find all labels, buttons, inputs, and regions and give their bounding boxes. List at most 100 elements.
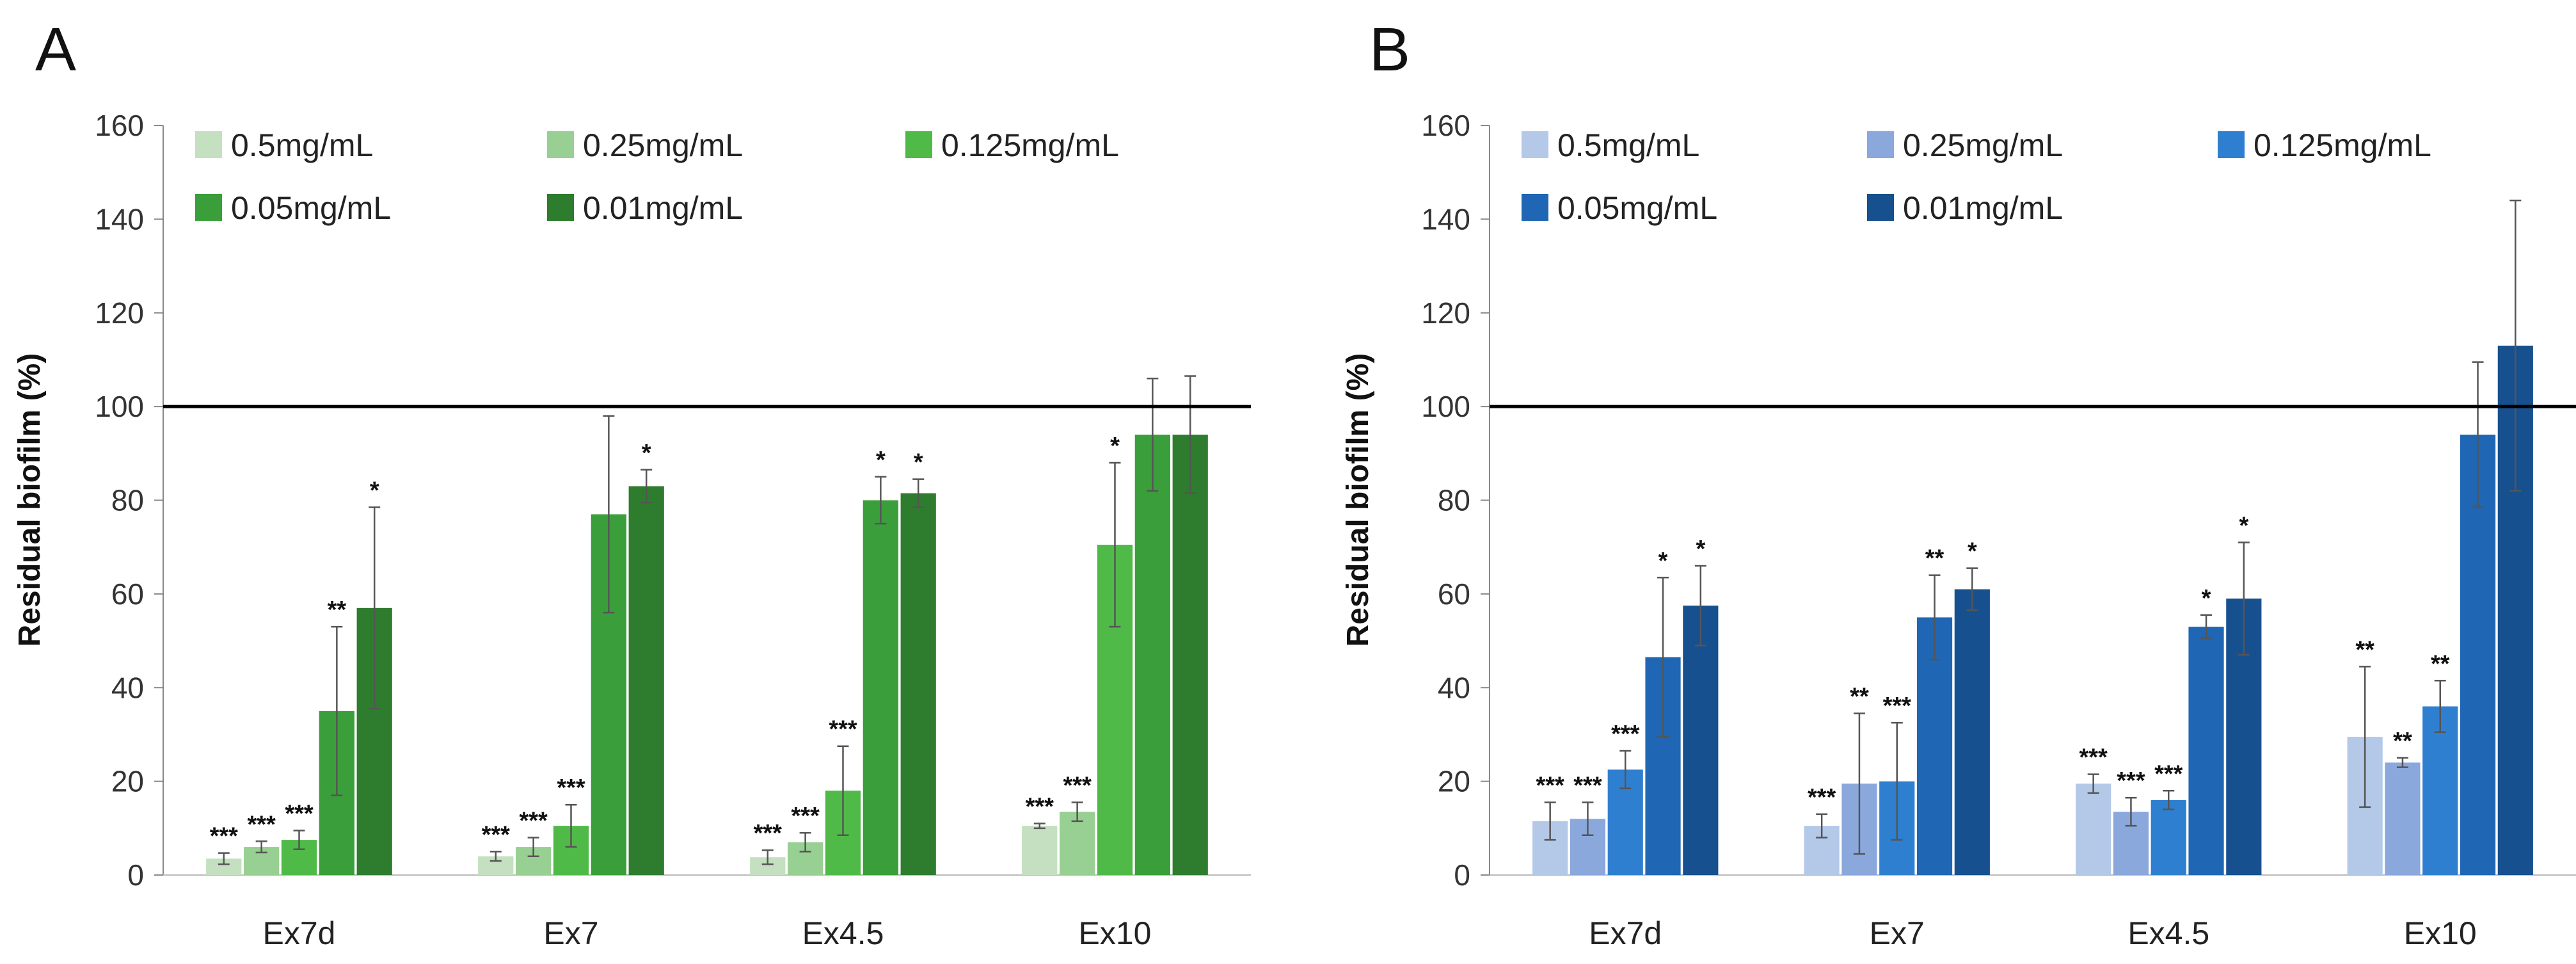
- legend-label-0-01mg-ml: 0.01mg/mL: [1903, 190, 2063, 226]
- bar-ex7-0-01mg-ml: [628, 486, 664, 875]
- y-tick-label: 120: [95, 296, 144, 330]
- bar-ex10-0-05mg-ml: [1134, 435, 1170, 875]
- y-tick-label: 100: [1421, 390, 1470, 423]
- legend-label-0-01mg-ml: 0.01mg/mL: [583, 190, 743, 226]
- bar-ex10-0-25mg-ml: [2385, 762, 2421, 875]
- legend-label-0-125mg-ml: 0.125mg/mL: [941, 127, 1119, 163]
- y-tick-label: 140: [95, 202, 144, 236]
- legend-swatch-0-01mg-ml: [1867, 194, 1894, 221]
- significance-marker: ***: [519, 807, 548, 834]
- y-tick-label: 40: [1438, 671, 1470, 704]
- legend: 0.5mg/mL 0.25mg/mL 0.125mg/mL 0.05mg/mL 0.01…: [195, 127, 1119, 226]
- panel-label: A: [35, 15, 76, 84]
- y-tick-label: 40: [111, 671, 144, 704]
- significance-marker: ***: [791, 803, 820, 830]
- significance-marker: ***: [557, 775, 585, 801]
- significance-marker: **: [1925, 545, 1944, 572]
- category-label-ex7: Ex7: [543, 915, 598, 951]
- category-label-ex4-5: Ex4.5: [802, 915, 884, 951]
- bar-ex10-0-5mg-ml: [1022, 826, 1058, 875]
- y-tick-label: 60: [1438, 577, 1470, 611]
- significance-marker: ***: [1536, 773, 1564, 799]
- significance-marker: ***: [829, 716, 857, 743]
- y-tick-label: 20: [111, 765, 144, 798]
- y-tick-label: 160: [95, 109, 144, 142]
- significance-marker: ***: [1611, 721, 1640, 748]
- significance-marker: **: [2431, 650, 2450, 677]
- significance-marker: ***: [2079, 744, 2108, 771]
- category-label-ex7d: Ex7d: [263, 915, 336, 951]
- y-tick-label: 60: [111, 577, 144, 611]
- y-tick-label: 20: [1438, 765, 1470, 798]
- significance-marker: ***: [247, 811, 276, 838]
- y-tick-label: 80: [1438, 484, 1470, 517]
- bar-ex4-5-0-05mg-ml: [863, 500, 898, 875]
- legend-swatch-0-01mg-ml: [547, 194, 574, 221]
- y-tick-label: 0: [1454, 858, 1470, 892]
- significance-marker: ***: [2117, 767, 2145, 794]
- significance-marker: *: [914, 449, 923, 476]
- significance-marker: ***: [1808, 784, 1836, 811]
- significance-marker: ***: [285, 800, 314, 827]
- bar-ex7-0-01mg-ml: [1954, 589, 1990, 875]
- significance-marker: *: [642, 440, 651, 467]
- significance-marker: **: [328, 597, 347, 623]
- bar-ex7d-0-01mg-ml: [1683, 606, 1719, 875]
- bar-ex4-5-0-5mg-ml: [2076, 783, 2111, 875]
- legend: 0.5mg/mL 0.25mg/mL 0.125mg/mL 0.05mg/mL 0.01…: [1522, 127, 2431, 226]
- significance-marker: *: [1110, 433, 1120, 460]
- legend-label-0-25mg-ml: 0.25mg/mL: [1903, 127, 2063, 163]
- legend-label-0-5mg-ml: 0.5mg/mL: [1557, 127, 1699, 163]
- y-axis-label: Residual biofilm (%): [1341, 353, 1375, 647]
- significance-marker: ***: [210, 823, 239, 850]
- bar-ex10-0-125mg-ml: [2422, 706, 2458, 875]
- panel-a: A Residual biofilm (%) 0 20 40 60 80 100 120 140 1…: [13, 15, 1251, 951]
- bar-ex10-0-25mg-ml: [1060, 812, 1095, 875]
- bar-ex4-5-0-01mg-ml: [900, 493, 936, 875]
- legend-label-0-05mg-ml: 0.05mg/mL: [231, 190, 391, 226]
- category-label-ex10: Ex10: [1079, 915, 1152, 951]
- significance-marker: *: [876, 447, 886, 474]
- category-label-ex7d: Ex7d: [1589, 915, 1662, 951]
- significance-marker: *: [1968, 538, 1977, 565]
- significance-marker: *: [1696, 536, 1705, 563]
- legend-label-0-5mg-ml: 0.5mg/mL: [231, 127, 373, 163]
- panel-b: B Residual biofilm (%) 0 20 40 60 80 100 120 140 1…: [1341, 15, 2576, 951]
- y-axis-label: Residual biofilm (%): [13, 353, 47, 647]
- y-tick-label: 100: [95, 390, 144, 423]
- y-tick-label: 140: [1421, 202, 1470, 236]
- significance-marker: ***: [1573, 773, 1602, 799]
- significance-marker: *: [2202, 585, 2211, 612]
- y-tick-label: 160: [1421, 109, 1470, 142]
- bar-ex4-5-0-05mg-ml: [2188, 627, 2224, 875]
- significance-marker: ***: [1883, 693, 1912, 719]
- bar-ex4-5-0-125mg-ml: [2151, 799, 2186, 875]
- bar-ex10-0-01mg-ml: [1172, 435, 1208, 875]
- legend-swatch-0-5mg-ml: [195, 131, 222, 158]
- significance-marker: **: [2355, 636, 2374, 663]
- legend-swatch-0-125mg-ml: [2218, 131, 2245, 158]
- category-label-ex10: Ex10: [2404, 915, 2477, 951]
- legend-label-0-25mg-ml: 0.25mg/mL: [583, 127, 743, 163]
- significance-marker: **: [1850, 684, 1869, 711]
- legend-swatch-0-5mg-ml: [1522, 131, 1548, 158]
- significance-marker: ***: [1026, 793, 1054, 820]
- y-tick-label: 120: [1421, 296, 1470, 330]
- legend-swatch-0-125mg-ml: [905, 131, 932, 158]
- legend-swatch-0-05mg-ml: [195, 194, 222, 221]
- legend-swatch-0-05mg-ml: [1522, 194, 1548, 221]
- significance-marker: ***: [754, 820, 783, 847]
- significance-marker: ***: [482, 821, 511, 848]
- significance-marker: ***: [2154, 760, 2183, 787]
- y-tick-label: 80: [111, 484, 144, 517]
- legend-swatch-0-25mg-ml: [547, 131, 574, 158]
- significance-marker: *: [1658, 547, 1668, 574]
- significance-marker: *: [370, 477, 379, 504]
- significance-marker: **: [2393, 728, 2412, 755]
- y-tick-label: 0: [127, 858, 144, 892]
- category-label-ex7: Ex7: [1870, 915, 1925, 951]
- legend-label-0-05mg-ml: 0.05mg/mL: [1557, 190, 1717, 226]
- significance-marker: *: [2239, 512, 2248, 539]
- legend-swatch-0-25mg-ml: [1867, 131, 1894, 158]
